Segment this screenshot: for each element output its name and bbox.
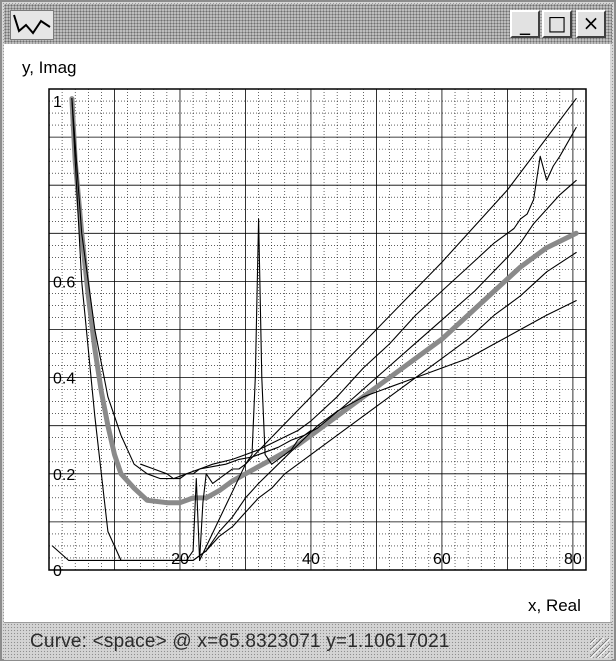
y-tick-label: 0.6 — [53, 274, 75, 291]
title-bar[interactable]: _ □ × — [4, 4, 612, 44]
resize-grip-icon[interactable] — [590, 638, 610, 658]
x-axis-label: x, Real — [528, 596, 581, 615]
x-tick-label: 40 — [302, 551, 320, 568]
status-readout: Curve: <space> @ x=65.8323071 y=1.106170… — [30, 631, 450, 652]
close-button[interactable]: × — [576, 10, 606, 38]
chart-curve-icon[interactable] — [10, 10, 54, 40]
x-tick-label: 20 — [171, 551, 189, 568]
curve-chart[interactable]: 20 40 60 80 0 0.2 0.4 0.6 1 — [4, 44, 610, 622]
minimize-button[interactable]: _ — [510, 10, 540, 38]
y-tick-label: 0.4 — [53, 371, 75, 388]
curve-series-3 — [51, 251, 577, 561]
curve-series-5 — [140, 126, 577, 480]
y-axis-label: y, Imag — [22, 58, 77, 77]
status-bar: Curve: <space> @ x=65.8323071 y=1.106170… — [4, 622, 612, 660]
y-tick-label: 0.2 — [53, 467, 75, 484]
y-tick-label: 0 — [53, 563, 62, 580]
curve-series-1 — [69, 96, 579, 506]
y-tick-label: 1 — [53, 94, 62, 111]
maximize-button[interactable]: □ — [542, 10, 572, 38]
curve-series-4 — [71, 98, 577, 561]
plot-area[interactable]: y, Imag x, Real 20 40 60 80 0 0.2 0.4 0.6 1 — [4, 44, 610, 622]
x-tick-label: 80 — [564, 551, 582, 568]
chart-curve-icon-graphic — [13, 14, 51, 35]
x-tick-label: 60 — [433, 551, 451, 568]
curve-series-7 — [199, 98, 577, 561]
